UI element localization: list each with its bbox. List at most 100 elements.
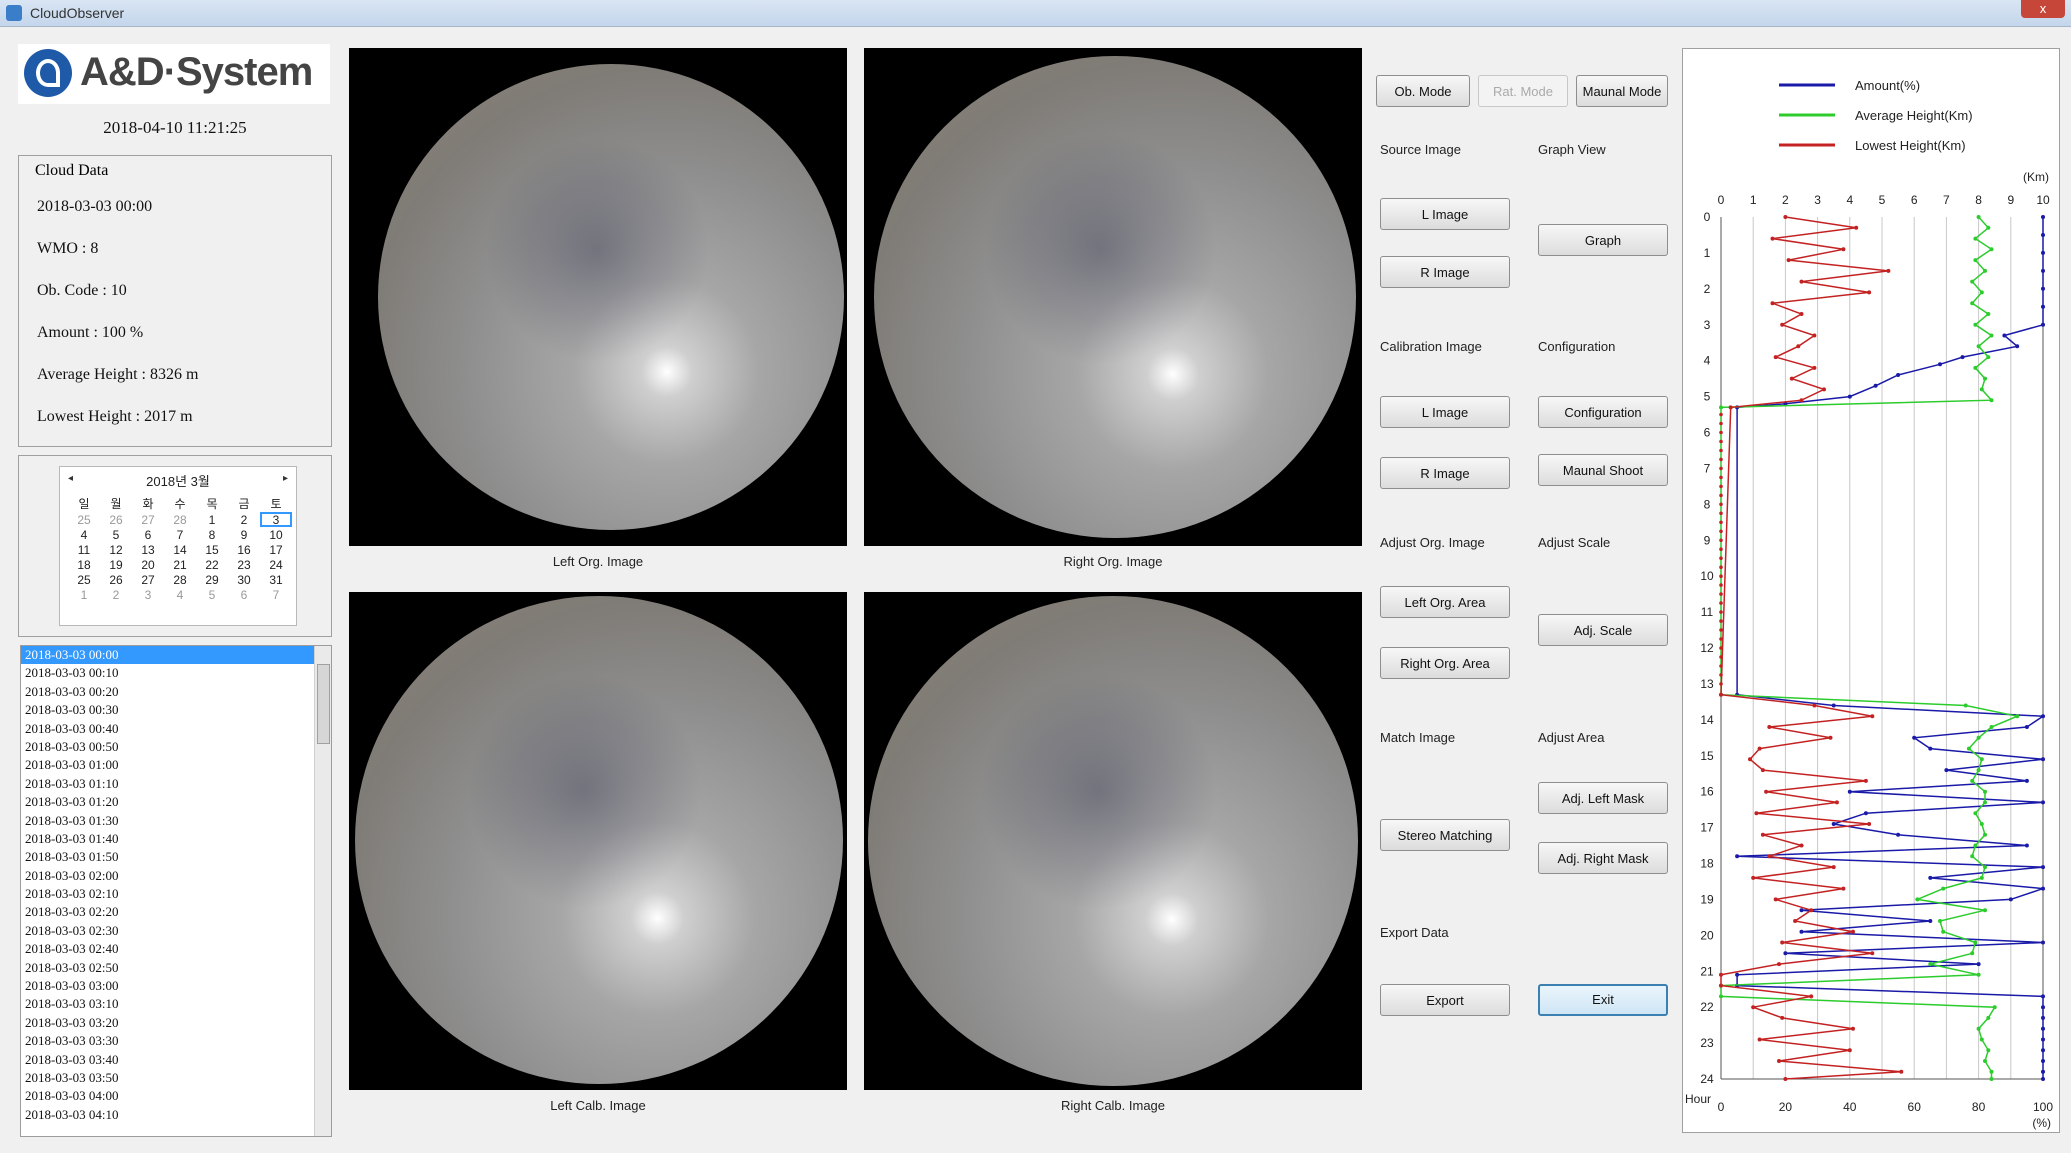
calendar-day[interactable]: 26: [109, 512, 123, 527]
time-list-item[interactable]: 2018-03-03 03:40: [25, 1051, 119, 1067]
time-list-item[interactable]: 2018-03-03 01:50: [25, 849, 119, 865]
calendar-day[interactable]: 12: [109, 542, 123, 557]
top-axis-tick: 9: [2007, 193, 2014, 207]
calendar-day[interactable]: 16: [237, 542, 251, 557]
calendar-day[interactable]: 30: [237, 572, 251, 587]
time-list-item[interactable]: 2018-03-03 04:00: [25, 1088, 119, 1104]
time-list-item[interactable]: 2018-03-03 02:30: [25, 922, 119, 938]
calendar-day[interactable]: 2: [240, 512, 248, 527]
calendar-day[interactable]: 18: [77, 557, 91, 572]
calendar-day[interactable]: 17: [269, 542, 283, 557]
time-list-item-selected[interactable]: 2018-03-03 00:00: [21, 646, 331, 665]
calendar-day[interactable]: 2: [112, 587, 120, 602]
series-point: [1970, 778, 1975, 783]
time-list-item[interactable]: 2018-03-03 01:40: [25, 830, 119, 846]
calendar-day[interactable]: 14: [173, 542, 187, 557]
ob-mode-button[interactable]: Ob. Mode: [1376, 75, 1470, 107]
calendar-day[interactable]: 11: [77, 542, 91, 557]
calendar-day[interactable]: 7: [272, 587, 280, 602]
time-list-item[interactable]: 2018-03-03 02:20: [25, 904, 119, 920]
time-list-item[interactable]: 2018-03-03 01:20: [25, 794, 119, 810]
time-list-item[interactable]: 2018-03-03 02:10: [25, 886, 119, 902]
calendar-day[interactable]: 21: [173, 557, 187, 572]
time-list-item[interactable]: 2018-03-03 01:00: [25, 757, 119, 773]
time-list-item[interactable]: 2018-03-03 00:50: [25, 738, 119, 754]
stereo-matching-button[interactable]: Stereo Matching: [1380, 819, 1510, 851]
time-list-item[interactable]: 2018-03-03 04:10: [25, 1106, 119, 1122]
rat-mode-button[interactable]: Rat. Mode: [1478, 75, 1568, 107]
calendar-day[interactable]: 27: [141, 572, 155, 587]
calendar-day[interactable]: 29: [205, 572, 219, 587]
calibration-l-image-button[interactable]: L Image: [1380, 396, 1510, 428]
calendar-day[interactable]: 26: [109, 572, 123, 587]
time-list-item[interactable]: 2018-03-03 00:20: [25, 683, 119, 699]
time-list-item[interactable]: 2018-03-03 00:40: [25, 720, 119, 736]
calendar-day[interactable]: 15: [205, 542, 219, 557]
calendar-day[interactable]: 1: [208, 512, 216, 527]
calendar-day[interactable]: 24: [269, 557, 283, 572]
time-list[interactable]: 2018-03-03 00:00 2018-03-03 00:10 2018-03-…: [20, 645, 332, 1137]
calendar-day[interactable]: 9: [240, 527, 248, 542]
calendar-day[interactable]: 6: [240, 587, 248, 602]
top-axis-tick: 5: [1879, 193, 1886, 207]
calendar-day[interactable]: 13: [141, 542, 155, 557]
time-list-item[interactable]: 2018-03-03 02:00: [25, 867, 119, 883]
calendar[interactable]: ◂ 2018년 3월 ▸ 일 월 화 수 목 금 토 25 26 27 28 1…: [59, 466, 297, 626]
source-r-image-button[interactable]: R Image: [1380, 256, 1510, 288]
time-list-item[interactable]: 2018-03-03 03:10: [25, 996, 119, 1012]
manual-mode-button[interactable]: Maunal Mode: [1576, 75, 1668, 107]
calendar-day[interactable]: 28: [173, 572, 187, 587]
series-point: [1799, 398, 1804, 403]
exit-button[interactable]: Exit: [1538, 984, 1668, 1016]
calendar-day[interactable]: 7: [176, 527, 184, 542]
calendar-day[interactable]: 28: [173, 512, 187, 527]
calendar-prev-icon[interactable]: ◂: [68, 473, 74, 484]
calendar-day[interactable]: 22: [205, 557, 219, 572]
export-button[interactable]: Export: [1380, 984, 1510, 1016]
calendar-day[interactable]: 8: [208, 527, 216, 542]
calendar-day[interactable]: 5: [112, 527, 120, 542]
calendar-day[interactable]: 10: [269, 527, 283, 542]
time-list-item[interactable]: 2018-03-03 02:50: [25, 959, 119, 975]
calendar-day[interactable]: 25: [77, 572, 91, 587]
time-list-item[interactable]: 2018-03-03 03:00: [25, 978, 119, 994]
series-point: [1973, 843, 1978, 848]
calendar-day[interactable]: 23: [237, 557, 251, 572]
calendar-day[interactable]: 5: [208, 587, 216, 602]
series-point: [1719, 610, 1723, 614]
calendar-day[interactable]: 19: [109, 557, 123, 572]
calendar-day[interactable]: 4: [176, 587, 184, 602]
list-scrollbar-thumb[interactable]: [317, 664, 330, 744]
graph-button[interactable]: Graph: [1538, 224, 1668, 256]
calendar-day[interactable]: 31: [269, 572, 283, 587]
adj-left-mask-button[interactable]: Adj. Left Mask: [1538, 782, 1668, 814]
calendar-day[interactable]: 3: [144, 587, 152, 602]
manual-shoot-button[interactable]: Maunal Shoot: [1538, 454, 1668, 486]
time-list-item[interactable]: 2018-03-03 02:40: [25, 941, 119, 957]
calendar-day[interactable]: 6: [144, 527, 152, 542]
calendar-day[interactable]: 4: [80, 527, 88, 542]
time-list-item[interactable]: 2018-03-03 01:10: [25, 775, 119, 791]
right-calb-image: [864, 592, 1362, 1090]
time-list-item[interactable]: 2018-03-03 03:30: [25, 1033, 119, 1049]
source-l-image-button[interactable]: L Image: [1380, 198, 1510, 230]
adj-right-mask-button[interactable]: Adj. Right Mask: [1538, 842, 1668, 874]
time-list-item[interactable]: 2018-03-03 00:30: [25, 702, 119, 718]
calendar-day-selected[interactable]: 3: [260, 512, 292, 527]
close-button[interactable]: x: [2021, 0, 2065, 18]
calendar-day[interactable]: 25: [77, 512, 91, 527]
right-org-area-button[interactable]: Right Org. Area: [1380, 647, 1510, 679]
calendar-day[interactable]: 27: [141, 512, 155, 527]
calibration-r-image-button[interactable]: R Image: [1380, 457, 1510, 489]
time-list-item[interactable]: 2018-03-03 00:10: [25, 665, 119, 681]
list-scrollbar[interactable]: [314, 646, 331, 1136]
time-list-item[interactable]: 2018-03-03 03:50: [25, 1069, 119, 1085]
calendar-next-icon[interactable]: ▸: [282, 473, 288, 484]
calendar-day[interactable]: 20: [141, 557, 155, 572]
adj-scale-button[interactable]: Adj. Scale: [1538, 614, 1668, 646]
time-list-item[interactable]: 2018-03-03 01:30: [25, 812, 119, 828]
calendar-day[interactable]: 1: [80, 587, 88, 602]
time-list-item[interactable]: 2018-03-03 03:20: [25, 1014, 119, 1030]
left-org-area-button[interactable]: Left Org. Area: [1380, 586, 1510, 618]
configuration-button[interactable]: Configuration: [1538, 396, 1668, 428]
